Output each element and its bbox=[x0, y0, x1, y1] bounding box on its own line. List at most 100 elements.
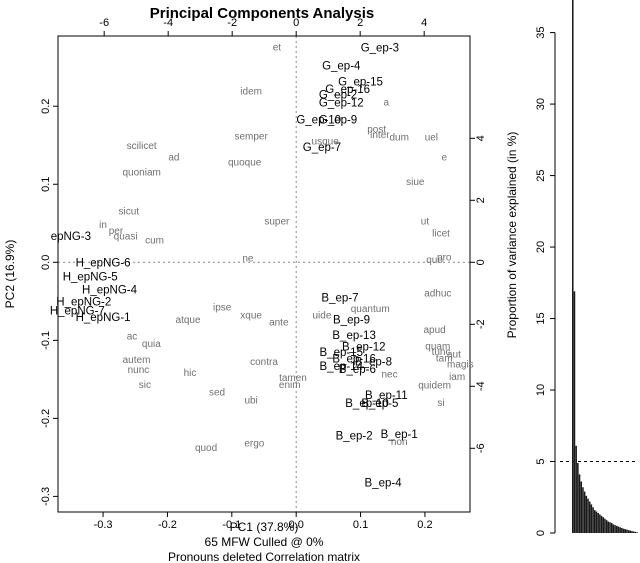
chart-title: Principal Components Analysis bbox=[150, 5, 375, 22]
word-quasi: quasi bbox=[114, 232, 138, 243]
scree-bar bbox=[583, 491, 586, 533]
text-label-h-epng-5: H_epNG-5 bbox=[63, 271, 118, 283]
word-xque: xque bbox=[240, 310, 262, 321]
word-magis: magis bbox=[447, 360, 474, 371]
text-label-b-ep-16: B_ep-16 bbox=[332, 353, 375, 365]
word-idem: idem bbox=[240, 86, 262, 97]
top-tick-label: -6 bbox=[99, 17, 109, 29]
word-pro: pro bbox=[437, 253, 452, 264]
scree-bar bbox=[573, 291, 576, 533]
scree-y-tick-label: 25 bbox=[535, 169, 547, 181]
scree-bar bbox=[604, 518, 606, 533]
pca-axes: -0.3 -0.2 -0.1 0.0 0.1 0.2 -0.3 -0.2 -0.1 0.0 0.1 0… bbox=[40, 17, 487, 531]
word-ergo: ergo bbox=[244, 438, 264, 449]
y-axis-label: PC2 (16.9%) bbox=[3, 240, 17, 309]
word-ac: ac bbox=[127, 331, 138, 342]
text-label-b-ep-15: B_ep-15 bbox=[320, 347, 363, 359]
word-quo: quo bbox=[426, 255, 443, 266]
text-label-g-ep-7: G_ep-7 bbox=[303, 142, 341, 154]
scree-bar bbox=[582, 487, 584, 533]
text-label-h-epng-6: H_epNG-6 bbox=[76, 257, 131, 269]
word-quidem: quidem bbox=[418, 381, 451, 392]
word-uide: uide bbox=[312, 310, 331, 321]
x-tick-label: -0.3 bbox=[94, 519, 113, 531]
right-tick-label: 2 bbox=[475, 197, 487, 203]
right-tick-label: -4 bbox=[475, 381, 487, 391]
word-enim: enim bbox=[279, 380, 301, 391]
word-quantum: quantum bbox=[351, 304, 390, 315]
scree-axes: 0 5 10 15 20 25 30 35 bbox=[535, 26, 638, 536]
x-tick-label: 0.0 bbox=[289, 519, 304, 531]
scree-bar bbox=[617, 526, 620, 533]
text-label-b-ep-10: B_ep-10 bbox=[345, 398, 388, 410]
text-label-b-ep-1: B_ep-1 bbox=[381, 429, 418, 441]
scree-bar bbox=[610, 522, 613, 533]
top-tick-label: -4 bbox=[163, 17, 173, 29]
top-tick-label: 2 bbox=[357, 17, 363, 29]
word-per: per bbox=[109, 226, 124, 237]
word-scilicet: scilicet bbox=[127, 141, 157, 152]
word-ne: ne bbox=[242, 253, 254, 264]
word-a: a bbox=[384, 97, 390, 108]
scree-bar bbox=[612, 524, 615, 533]
y-tick-label: -0.2 bbox=[40, 409, 52, 428]
scree-bar bbox=[636, 532, 638, 533]
word-sicut: sicut bbox=[119, 207, 140, 218]
word-e: e bbox=[441, 153, 447, 164]
plot-frame bbox=[57, 35, 471, 513]
word-super: super bbox=[264, 217, 290, 228]
text-label-h-epng-4: H_epNG-4 bbox=[82, 285, 138, 297]
x-tick-label: -0.2 bbox=[158, 519, 177, 531]
text-label-b-ep-9: B_ep-9 bbox=[333, 314, 370, 326]
scree-bar bbox=[624, 529, 627, 533]
x-axis-label: PC1 (37.8%) bbox=[230, 520, 299, 534]
word-tamen: tamen bbox=[279, 373, 307, 384]
word-quia: quia bbox=[142, 339, 161, 350]
x-tick-label: 0.1 bbox=[353, 519, 368, 531]
word-hic: hic bbox=[184, 368, 197, 379]
x-tick-label: 0.2 bbox=[417, 519, 432, 531]
scree-bar bbox=[585, 495, 588, 533]
word-siue: siue bbox=[406, 177, 425, 188]
scree-bar bbox=[621, 527, 623, 533]
top-tick-label: -2 bbox=[227, 17, 237, 29]
subtitle-line-2: Pronouns deleted Correlation matrix bbox=[168, 550, 360, 563]
text-label-g-ep-10: G_ep-10 bbox=[296, 114, 341, 126]
right-tick-label: -2 bbox=[475, 319, 487, 329]
text-label-b-ep-6: B_ep-6 bbox=[339, 364, 376, 376]
scree-bar bbox=[594, 510, 596, 533]
top-tick-label: 0 bbox=[293, 17, 299, 29]
word-inter: inter bbox=[370, 130, 390, 141]
y-tick-label: -0.1 bbox=[40, 331, 52, 350]
text-label-g-ep-16: G_ep-16 bbox=[325, 84, 370, 96]
word-et: et bbox=[273, 43, 282, 54]
word-ubi: ubi bbox=[244, 395, 257, 406]
scree-bar bbox=[605, 520, 608, 533]
word-nec: nec bbox=[381, 370, 397, 381]
word-tunc: tunc bbox=[432, 347, 451, 358]
word-ante: ante bbox=[269, 317, 289, 328]
text-label-g-ep-15: G_ep-15 bbox=[338, 76, 383, 88]
word-autem: autem bbox=[123, 355, 151, 366]
text-label-b-ep-12: B_ep-12 bbox=[342, 342, 385, 354]
scree-bar bbox=[622, 528, 625, 533]
scree-y-tick-label: 30 bbox=[535, 98, 547, 110]
scree-y-axis-label: Proportion of variance explained (in %) bbox=[505, 132, 519, 339]
scree-bar bbox=[580, 481, 583, 533]
word-uel: uel bbox=[425, 132, 438, 143]
scree-bar bbox=[626, 529, 628, 533]
scree-y-tick-label: 15 bbox=[535, 312, 547, 324]
scree-bar bbox=[614, 525, 616, 533]
text-label-h-epng-2: H_epNG-2 bbox=[56, 296, 111, 308]
scree-bar bbox=[592, 507, 594, 533]
scree-bar bbox=[588, 501, 591, 533]
text-label-b-ep-11: B_ep-11 bbox=[365, 390, 408, 402]
word-ipse: ipse bbox=[213, 303, 232, 314]
text-label-g-ep-4: G_ep-4 bbox=[322, 61, 361, 73]
word-adhuc: adhuc bbox=[424, 289, 451, 300]
text-labels: G_ep-3G_ep-4 G_ep-15G_ep-16G_ep-2G_ep-12 G… bbox=[50, 43, 418, 490]
text-label-b-ep-8: B_ep-8 bbox=[355, 356, 392, 368]
scree-y-tick-label: 0 bbox=[535, 530, 547, 536]
scree-bar bbox=[634, 531, 637, 533]
